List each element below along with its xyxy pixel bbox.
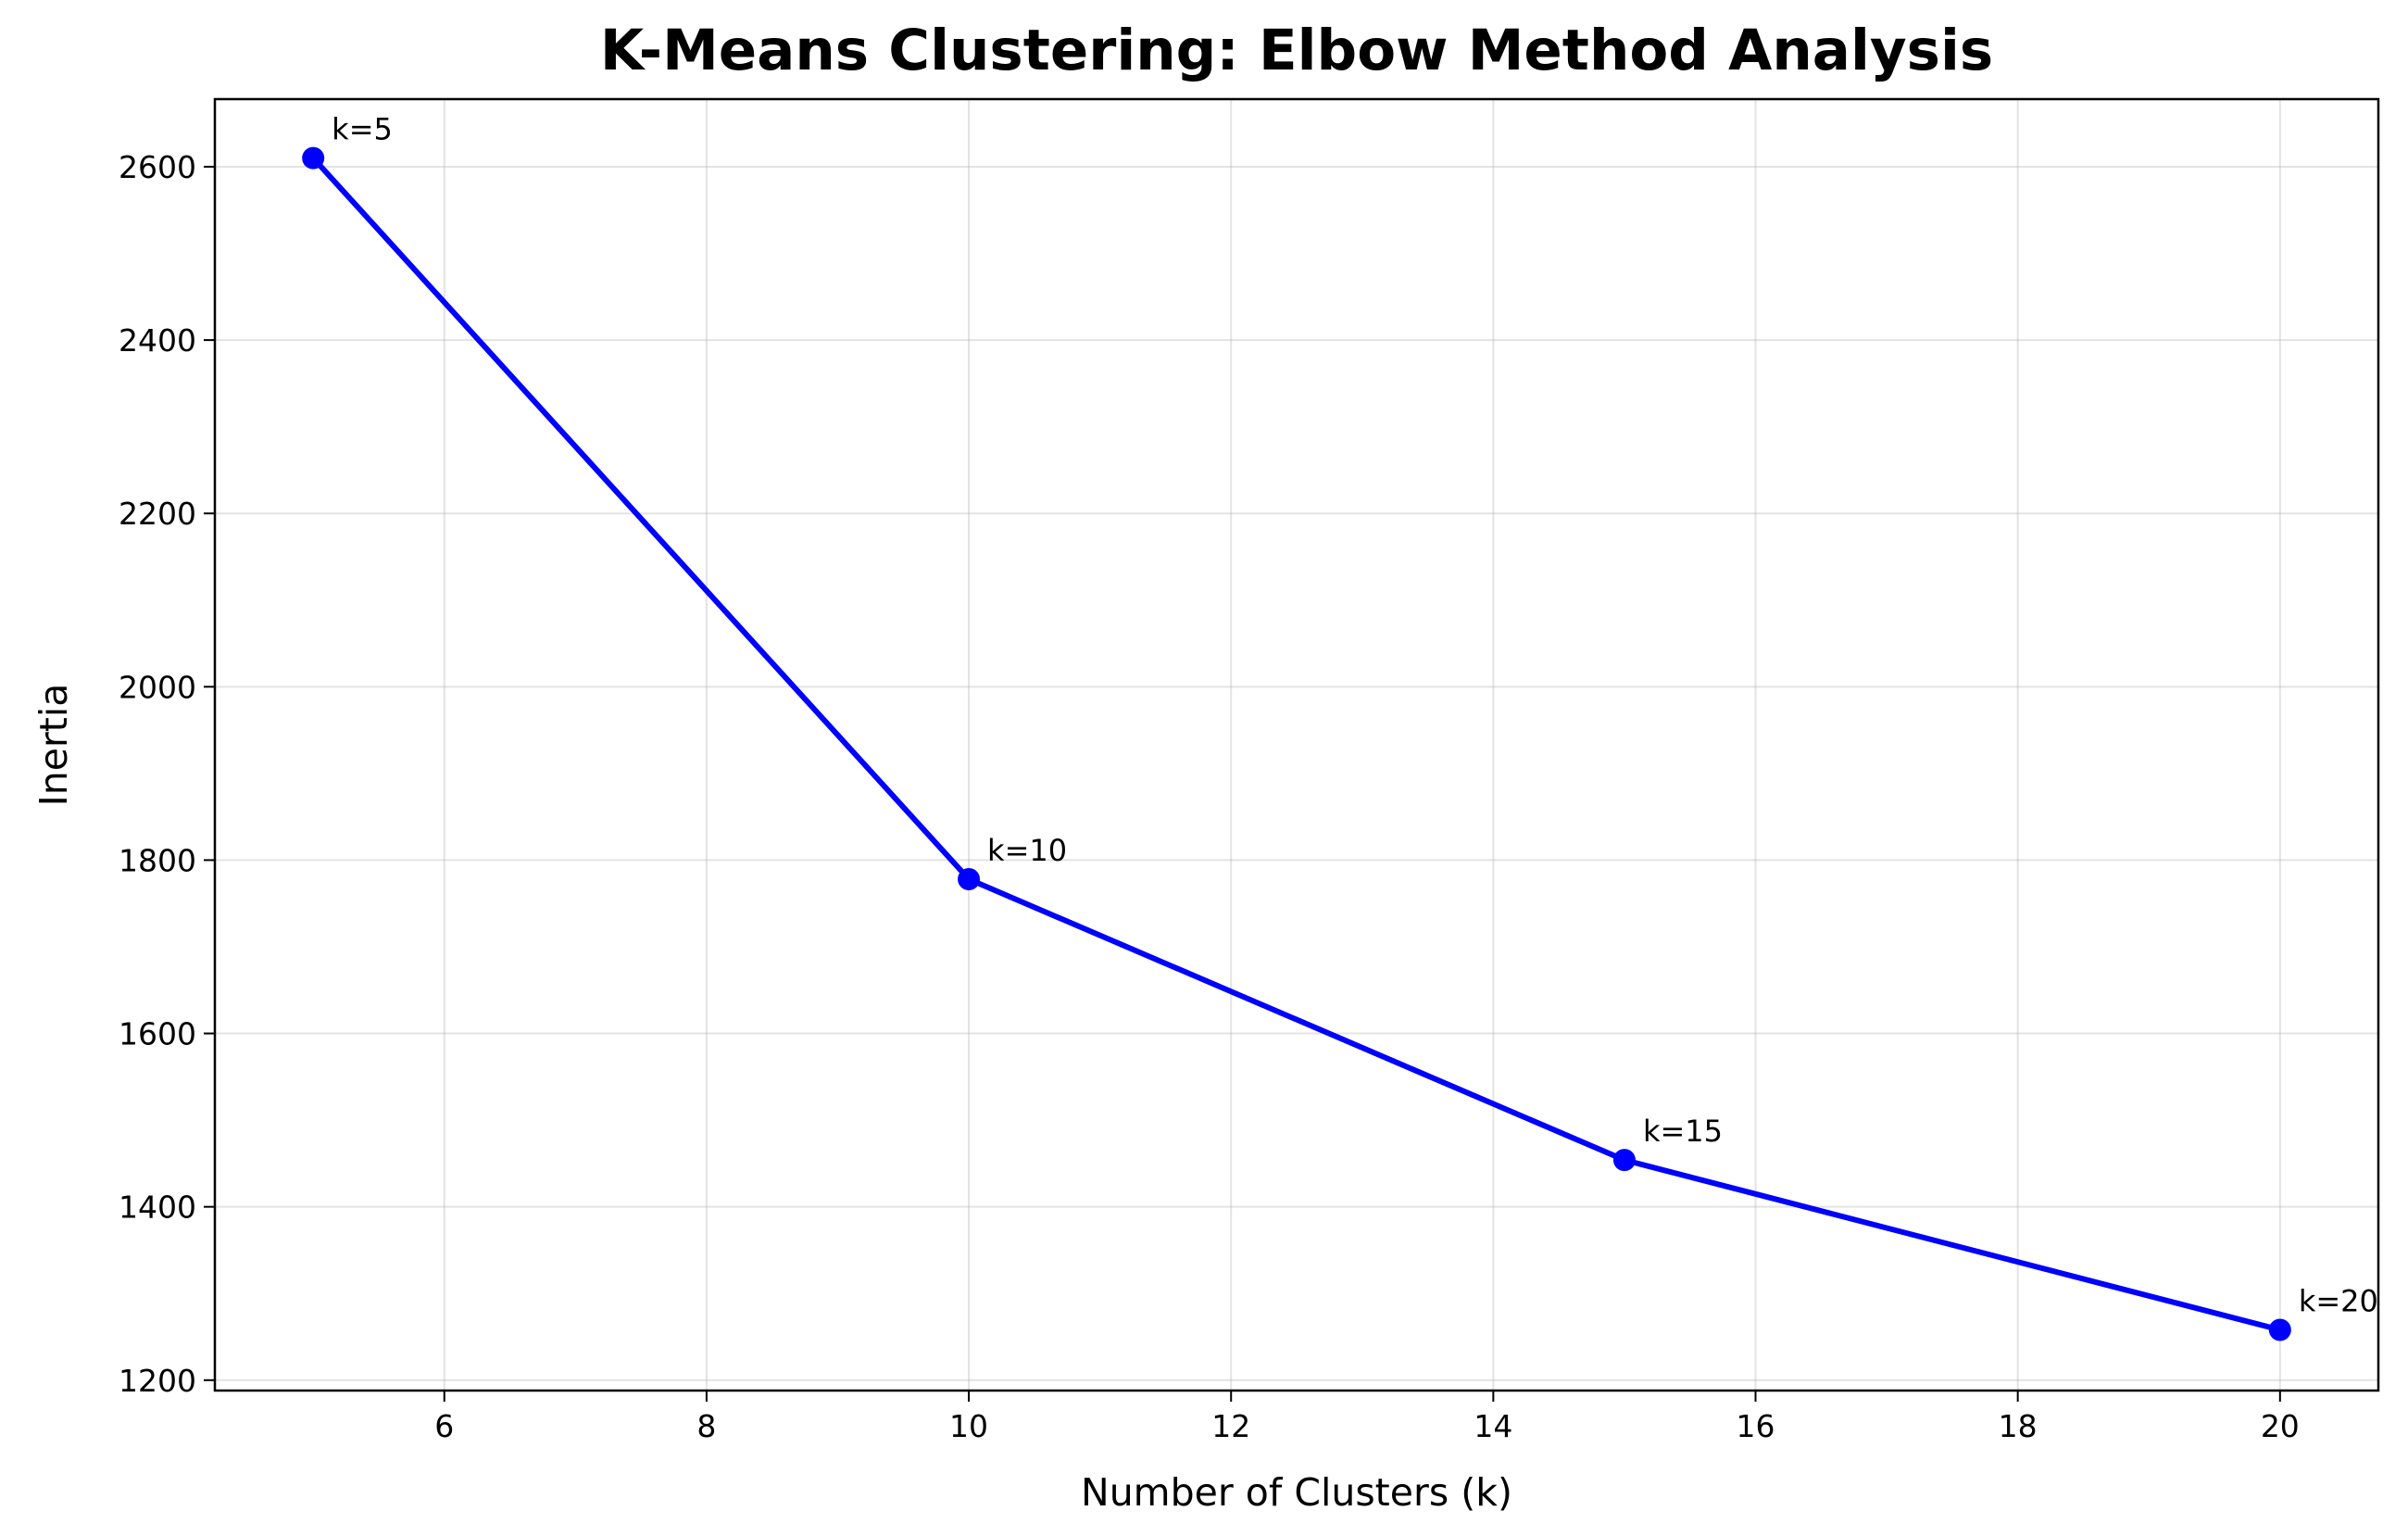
y-tick-label: 1800: [119, 842, 196, 878]
y-tick-label: 2400: [119, 322, 196, 359]
series-line: [310, 156, 2281, 1333]
x-tick-label: 8: [696, 1408, 716, 1444]
point-label: k=15: [1643, 1114, 1723, 1149]
y-tick-label: 2200: [119, 496, 196, 532]
point-label: k=10: [987, 833, 1067, 868]
x-tick-label: 18: [1999, 1408, 2038, 1444]
chart-title: K-Means Clustering: Elbow Method Analysi…: [600, 18, 1993, 83]
x-tick-label: 16: [1737, 1408, 1775, 1444]
y-tick-label: 1600: [119, 1016, 196, 1052]
x-tick-label: 10: [949, 1408, 988, 1444]
y-tick-label: 2000: [119, 669, 196, 705]
x-tick-label: 6: [434, 1408, 454, 1444]
point-label: k=5: [332, 112, 393, 147]
x-tick-label: 20: [2261, 1408, 2300, 1444]
data-point: [1612, 1149, 1636, 1172]
x-axis-label: Number of Clusters (k): [1081, 1470, 1512, 1515]
data-point: [2268, 1318, 2291, 1341]
y-axis-label: Inertia: [31, 684, 76, 807]
point-label-layer: k=5 k=10 k=15 k=20: [332, 112, 2378, 1319]
y-tick-label: 2600: [119, 149, 196, 185]
plot-frame: [213, 97, 2380, 1392]
y-tick-label: 1400: [119, 1190, 196, 1226]
x-tick-label: 12: [1211, 1408, 1250, 1444]
point-label: k=20: [2299, 1284, 2378, 1319]
y-tick-label: 1200: [119, 1363, 196, 1399]
series-layer: [302, 146, 2291, 1341]
grid-lines: [215, 99, 2378, 1391]
data-point: [958, 868, 981, 891]
axis-ticks: 6 8 10 12 14 16 18 20 1200 1400 1600 1800 2000 2200 24…: [119, 149, 2300, 1444]
x-tick-label: 14: [1474, 1408, 1512, 1444]
data-point: [302, 146, 325, 170]
